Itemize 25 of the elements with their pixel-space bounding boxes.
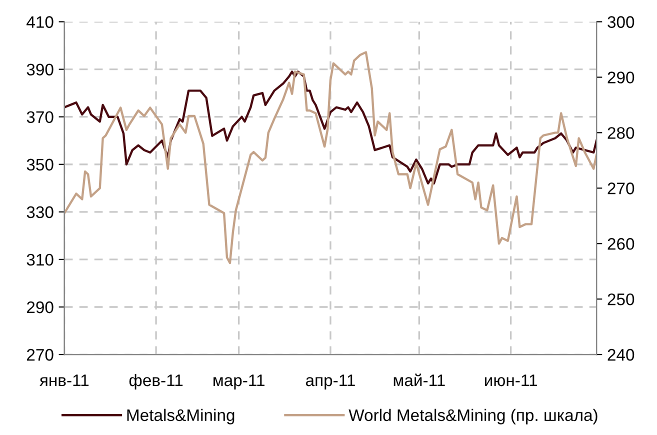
y2-tick-label: 260 — [608, 238, 634, 250]
y2-tick-label: 240 — [608, 348, 634, 361]
y-tick-label: 310 — [26, 254, 54, 266]
y-tick-label: 290 — [27, 301, 54, 314]
x-tick-label: апр-11 — [306, 374, 355, 390]
y-tick-label: 270 — [27, 348, 54, 361]
x-tick-label: июн-11 — [485, 374, 537, 386]
y-tick-label: 330 — [26, 206, 54, 218]
line-series — [64, 70, 597, 184]
y-tick-label: 410 — [26, 16, 54, 28]
y2-tick-label: 280 — [608, 127, 634, 139]
x-tick-label: мар-11 — [214, 374, 264, 390]
line-series — [64, 51, 597, 264]
x-tick-label: янв-11 — [40, 374, 89, 386]
y-tick-label: 390 — [26, 64, 54, 76]
legend-label: Metals&Mining — [127, 408, 234, 424]
y2-tick-label: 300 — [608, 16, 634, 28]
y2-tick-label: 290 — [608, 72, 634, 84]
legend-label: World Metals&Mining (пр. шкала) — [348, 408, 598, 424]
y-tick-label: 350 — [26, 158, 54, 171]
y-tick-label: 370 — [26, 111, 54, 124]
x-tick-label: фев-11 — [129, 374, 183, 390]
x-tick-label: май-11 — [394, 374, 445, 386]
y2-tick-label: 270 — [608, 182, 634, 194]
y2-tick-label: 250 — [608, 293, 634, 306]
